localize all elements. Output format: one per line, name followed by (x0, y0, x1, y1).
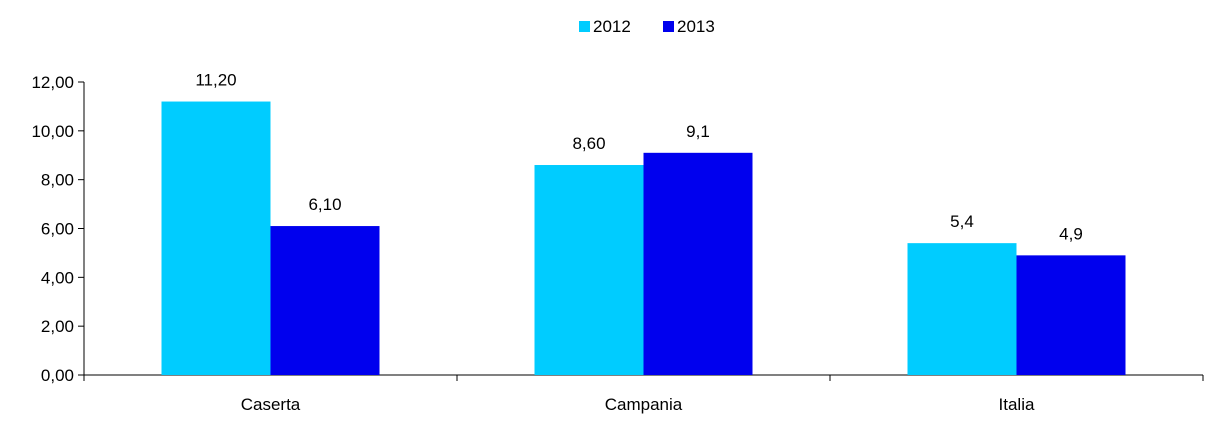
x-tick-label: Italia (999, 395, 1035, 414)
data-labels: 11,20 6,10 8,60 9,1 5,4 4,9 (195, 71, 1082, 244)
y-tick-label: 4,00 (41, 268, 74, 287)
data-label: 5,4 (950, 212, 974, 231)
bar-2012-italia (907, 243, 1017, 375)
legend-swatch-2012 (579, 21, 590, 32)
legend-label-2013: 2013 (677, 17, 715, 36)
bar-2013-caserta (270, 226, 380, 375)
legend-swatch-2013 (663, 21, 674, 32)
y-axis: 0,00 2,00 4,00 6,00 8,00 10,00 12,00 (31, 73, 85, 385)
data-label: 6,10 (308, 195, 341, 214)
x-axis: Caserta Campania Italia (83, 374, 1204, 414)
y-tick-label: 8,00 (41, 171, 74, 190)
data-label: 4,9 (1059, 224, 1083, 243)
bar-2013-campania (643, 152, 753, 375)
data-label: 9,1 (686, 122, 710, 141)
y-tick-label: 10,00 (31, 122, 74, 141)
x-tick-label: Campania (605, 395, 683, 414)
y-tick-label: 12,00 (31, 73, 74, 92)
bars (161, 101, 1126, 376)
legend: 2012 2013 (579, 17, 715, 36)
y-tick-label: 2,00 (41, 317, 74, 336)
data-label: 8,60 (572, 134, 605, 153)
x-tick-label: Caserta (241, 395, 301, 414)
y-tick-label: 6,00 (41, 220, 74, 239)
legend-label-2012: 2012 (593, 17, 631, 36)
bar-2012-campania (534, 165, 644, 375)
bar-2012-caserta (161, 101, 271, 376)
data-label: 11,20 (195, 71, 236, 90)
bar-2013-italia (1016, 255, 1126, 375)
y-tick-label: 0,00 (41, 366, 74, 385)
